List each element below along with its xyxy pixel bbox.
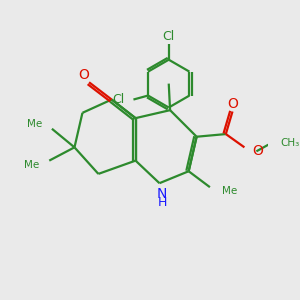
Text: Me: Me xyxy=(222,186,237,196)
Text: Me: Me xyxy=(24,160,39,170)
Text: Cl: Cl xyxy=(163,30,175,43)
Text: O: O xyxy=(78,68,89,82)
Text: O: O xyxy=(252,144,263,158)
Text: N: N xyxy=(157,187,167,201)
Text: Cl: Cl xyxy=(113,93,125,106)
Text: CH₃: CH₃ xyxy=(280,138,299,148)
Text: H: H xyxy=(158,196,167,209)
Text: Me: Me xyxy=(27,119,42,129)
Text: O: O xyxy=(227,97,238,110)
